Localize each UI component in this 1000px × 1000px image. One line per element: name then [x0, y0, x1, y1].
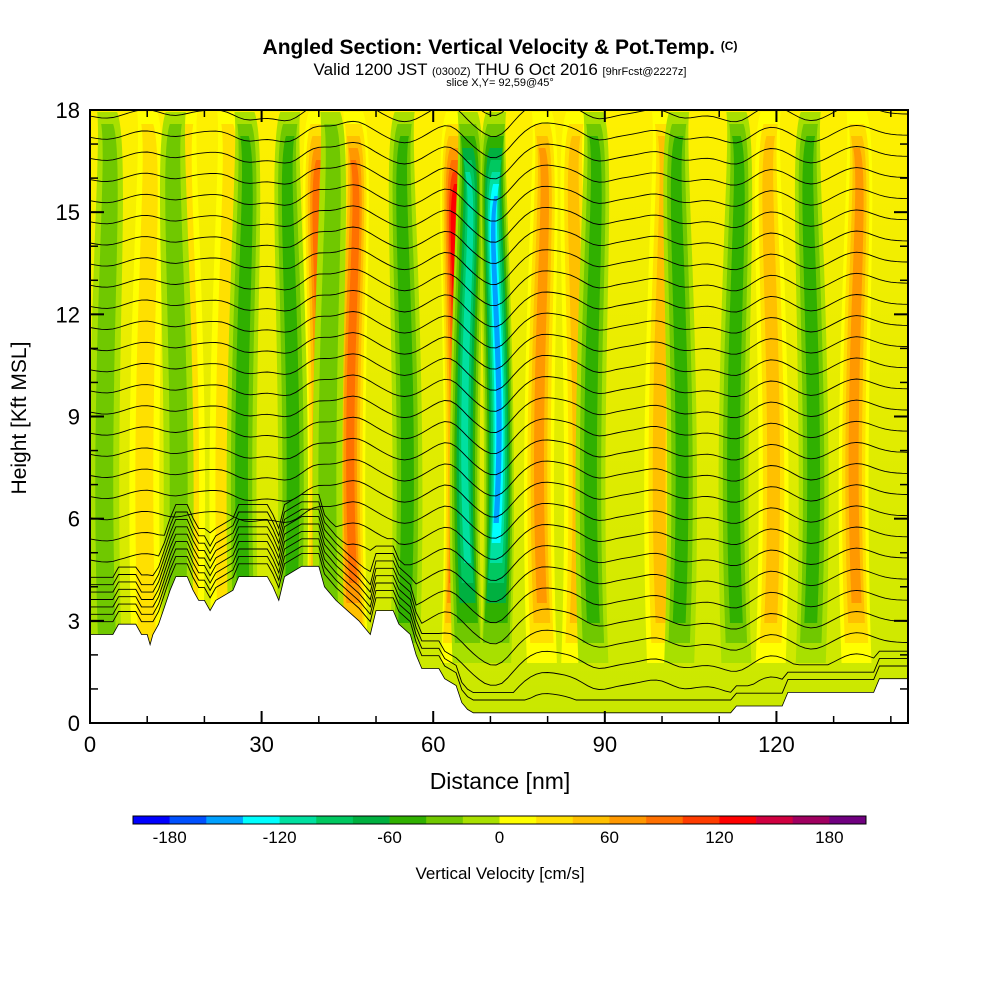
chart-title: Angled Section: Vertical Velocity & Pot.…	[262, 36, 738, 59]
colorbar-swatch	[169, 816, 207, 824]
colorbar-title: Vertical Velocity [cm/s]	[415, 864, 585, 883]
theta-contour	[90, 493, 908, 560]
updraft-band	[534, 148, 550, 603]
x-tick-label: 30	[249, 732, 273, 757]
theta-contour	[90, 163, 908, 201]
downdraft-band	[165, 124, 188, 643]
y-tick-label: 12	[56, 302, 80, 327]
colorbar-swatch	[206, 816, 244, 824]
downdraft-band	[491, 196, 502, 523]
theta-contour	[90, 480, 908, 518]
colorbar-swatch	[242, 816, 280, 824]
colorbar-swatch	[279, 816, 317, 824]
theta-contour	[90, 530, 908, 666]
x-tick-label: 90	[593, 732, 617, 757]
theta-contour	[90, 508, 908, 603]
colorbar-tick-label: 180	[815, 828, 843, 847]
colorbar-swatch	[646, 816, 684, 824]
x-tick-label: 120	[758, 732, 795, 757]
theta-contour	[90, 416, 908, 455]
x-tick-label: 60	[421, 732, 445, 757]
theta-contour	[90, 311, 908, 349]
theta-contour	[90, 353, 908, 391]
colorbar-tick-label: 60	[600, 828, 619, 847]
y-tick-label: 3	[68, 609, 80, 634]
updraft-band	[135, 124, 158, 643]
colorbar-swatch	[426, 816, 464, 824]
updraft-band	[848, 148, 864, 603]
theta-contour	[90, 553, 908, 701]
downdraft-band	[727, 136, 745, 623]
theta-contour	[90, 120, 908, 159]
theta-contour	[90, 501, 908, 581]
y-tick-label: 18	[56, 98, 80, 123]
theta-contour	[90, 226, 908, 264]
theta-contour	[90, 205, 908, 243]
colorbar-tick-label: 120	[705, 828, 733, 847]
downdraft-band	[670, 136, 689, 623]
theta-contour	[90, 516, 908, 624]
y-tick-label: 15	[56, 200, 80, 225]
theta-contour	[90, 110, 908, 137]
theta-contour	[90, 332, 908, 370]
colorbar-tick-label: 0	[495, 828, 504, 847]
colorbar-swatch	[719, 816, 757, 824]
theta-contour	[90, 374, 908, 412]
theta-contour	[90, 437, 908, 476]
colorbar-swatch	[609, 816, 647, 824]
colorbar-swatch	[792, 816, 830, 824]
colorbar-swatch	[316, 816, 354, 824]
colorbar-swatch	[389, 816, 427, 824]
plot-area	[90, 110, 908, 723]
theta-contour	[90, 501, 908, 539]
chart-slice-info: slice X,Y= 92,59@45°	[446, 77, 554, 89]
colorbar-tick-label: -180	[153, 828, 187, 847]
terrain-mask	[90, 565, 908, 723]
theta-contour	[90, 523, 908, 645]
colorbar-swatch	[572, 816, 610, 824]
theta-contour	[90, 289, 908, 328]
updraft-band	[346, 160, 360, 583]
theta-contour	[480, 110, 506, 116]
colorbar-swatch	[499, 816, 537, 824]
theta-contour	[90, 141, 908, 180]
theta-contour	[90, 184, 908, 222]
updraft-band	[762, 136, 781, 623]
colorbar-tick-label: -60	[377, 828, 402, 847]
colorbar-swatch	[352, 816, 390, 824]
colorbar-swatch	[682, 816, 720, 824]
colorbar: -180 -120 -60 0 60 120 180	[132, 815, 867, 847]
downdraft-band	[95, 124, 118, 643]
theta-contour	[90, 545, 908, 694]
y-tick-label: 9	[68, 405, 80, 430]
downdraft-band	[584, 136, 602, 623]
x-axis-label: Distance [nm]	[429, 768, 571, 794]
x-tick-label: 0	[84, 732, 96, 757]
downdraft-band	[281, 136, 300, 623]
chart-subtitle: Valid 1200 JST (0300Z) THU 6 Oct 2016 [9…	[313, 60, 687, 79]
theta-contour	[90, 268, 908, 307]
theta-contour	[90, 459, 908, 497]
y-tick-label: 6	[68, 507, 80, 532]
y-tick-label: 0	[68, 711, 80, 736]
theta-contour	[90, 395, 908, 433]
colorbar-swatch	[829, 816, 867, 824]
downdraft-band	[235, 136, 253, 623]
theta-contours	[90, 110, 908, 701]
axes: 0 30 60 90 120 0 3 6 9 12 15 18	[56, 98, 908, 757]
colorbar-swatch	[462, 816, 500, 824]
colorbar-swatch	[536, 816, 574, 824]
colorbar-frame	[132, 815, 867, 825]
colorbar-swatch	[756, 816, 793, 824]
colorbar-tick-label: -120	[263, 828, 297, 847]
downdraft-band	[802, 136, 821, 623]
colorbar-swatch	[133, 816, 170, 824]
theta-contour	[90, 538, 908, 686]
theta-contour	[90, 247, 908, 285]
